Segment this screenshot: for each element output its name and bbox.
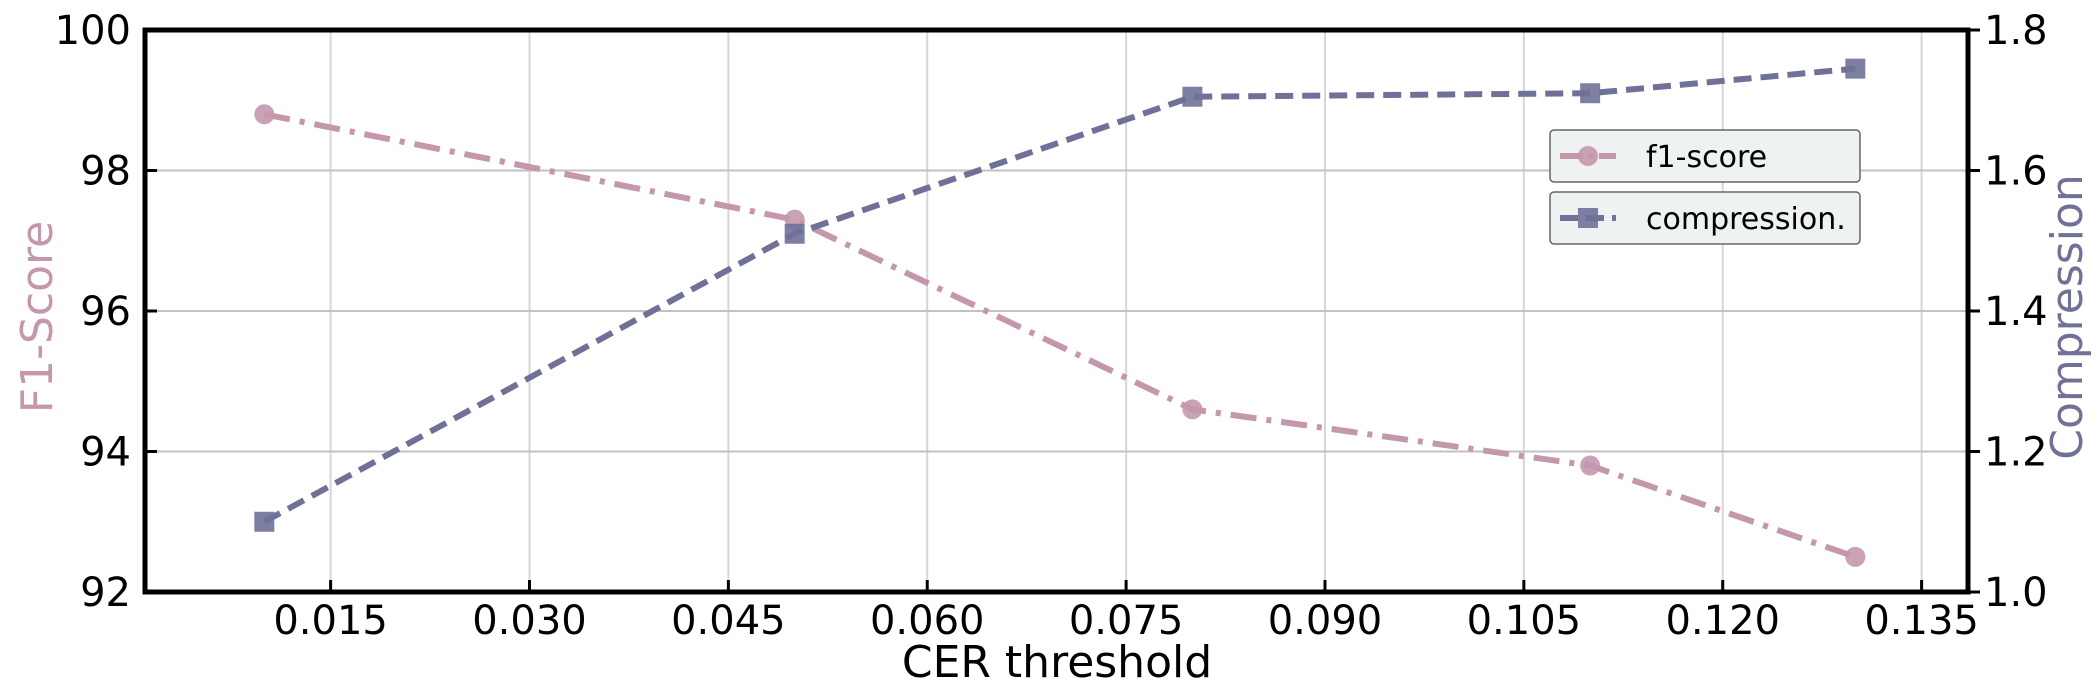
f1-score-point xyxy=(254,104,275,125)
x-tick-label: 0.105 xyxy=(1467,598,1582,644)
x-tick-label: 0.135 xyxy=(1864,598,1979,644)
y-axis-label-right: Compression xyxy=(2042,174,2093,460)
x-tick-label: 0.090 xyxy=(1268,598,1383,644)
legend-label-f1-score: f1-score xyxy=(1646,140,1767,175)
y-left-tick-label: 94 xyxy=(80,430,131,476)
legend-label-compression: compression. xyxy=(1646,202,1846,237)
series-layer xyxy=(254,58,1866,567)
y-axis-label-left: F1-Score xyxy=(12,221,63,413)
y-right-tick-label: 1.8 xyxy=(1984,8,2048,54)
f1-score-point xyxy=(1580,455,1601,476)
x-tick-label: 0.120 xyxy=(1665,598,1780,644)
y-left-tick-label: 92 xyxy=(80,570,131,616)
legend-marker xyxy=(1578,208,1598,228)
y-left-tick-label: 96 xyxy=(80,289,131,335)
compression-point xyxy=(784,223,805,244)
y-left-tick-label: 98 xyxy=(80,149,131,195)
x-tick-label: 0.045 xyxy=(671,598,786,644)
y-right-tick-label: 1.2 xyxy=(1984,430,2048,476)
legend-box xyxy=(1549,191,1861,245)
plot-frame xyxy=(142,27,1971,595)
x-tick-label: 0.015 xyxy=(273,598,388,644)
x-tick-label: 0.030 xyxy=(472,598,587,644)
compression-point xyxy=(1845,58,1866,79)
y-right-tick-label: 1.0 xyxy=(1984,570,2048,616)
legend: f1-score compression. xyxy=(1549,129,1861,245)
legend-marker xyxy=(1578,146,1598,166)
x-tick-label: 0.075 xyxy=(1069,598,1184,644)
f1-score-point xyxy=(1845,546,1866,567)
compression-point xyxy=(1182,86,1203,107)
x-tick-label: 0.060 xyxy=(870,598,985,644)
x-axis-label: CER threshold xyxy=(902,637,1212,688)
grid-lines xyxy=(145,29,1968,593)
legend-box xyxy=(1549,129,1861,183)
axes: 0.015 0.030 0.045 0.060 0.075 0.090 0.105 0.120… xyxy=(55,8,2048,644)
compression-point xyxy=(1580,83,1601,104)
compression-point xyxy=(254,511,275,532)
y-right-tick-label: 1.6 xyxy=(1984,149,2048,195)
f1-score-point xyxy=(1182,399,1203,420)
y-left-tick-label: 100 xyxy=(55,8,131,54)
y-right-tick-label: 1.4 xyxy=(1984,289,2048,335)
